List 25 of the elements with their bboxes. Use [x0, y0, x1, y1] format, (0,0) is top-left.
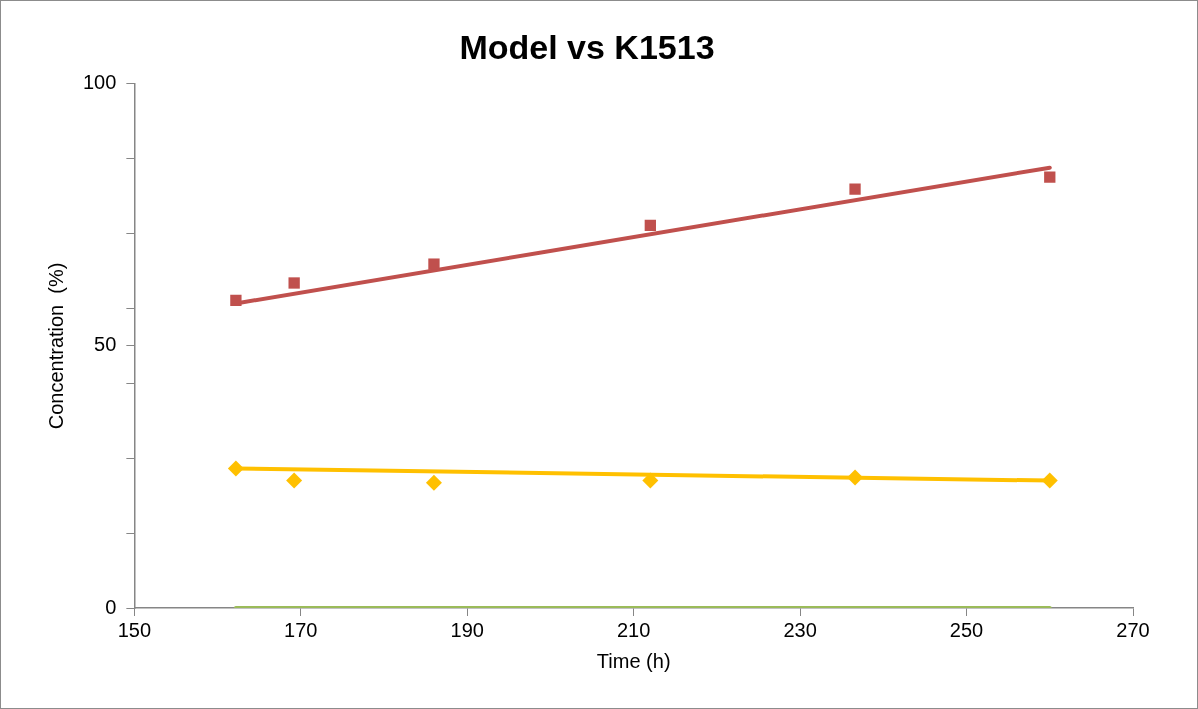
x-tick-label: 190	[450, 618, 484, 641]
y-tick-label: 50	[94, 333, 117, 356]
point	[288, 277, 300, 289]
x-tick-label: 230	[783, 618, 817, 641]
x-tick-label: 210	[617, 618, 651, 641]
x-tick-label: 150	[117, 618, 152, 641]
point	[227, 460, 244, 477]
point	[644, 219, 656, 231]
point	[849, 183, 861, 195]
point	[1041, 472, 1058, 489]
point	[425, 474, 442, 491]
point	[428, 258, 440, 270]
point	[847, 469, 864, 486]
point	[642, 472, 659, 489]
x-axis-title: Time (h)	[596, 649, 671, 672]
x-tick-label: 170	[284, 618, 318, 641]
y-axis-title: Concentration (%)	[44, 262, 67, 430]
chart-title: Model vs K1513	[459, 27, 715, 66]
y-tick-label: 100	[82, 71, 117, 94]
x-tick-label: 250	[949, 618, 984, 641]
x-tick-label: 270	[1116, 618, 1150, 641]
point	[1044, 171, 1056, 183]
y-tick-label: 0	[105, 595, 117, 618]
point	[230, 294, 242, 306]
point	[286, 472, 303, 489]
